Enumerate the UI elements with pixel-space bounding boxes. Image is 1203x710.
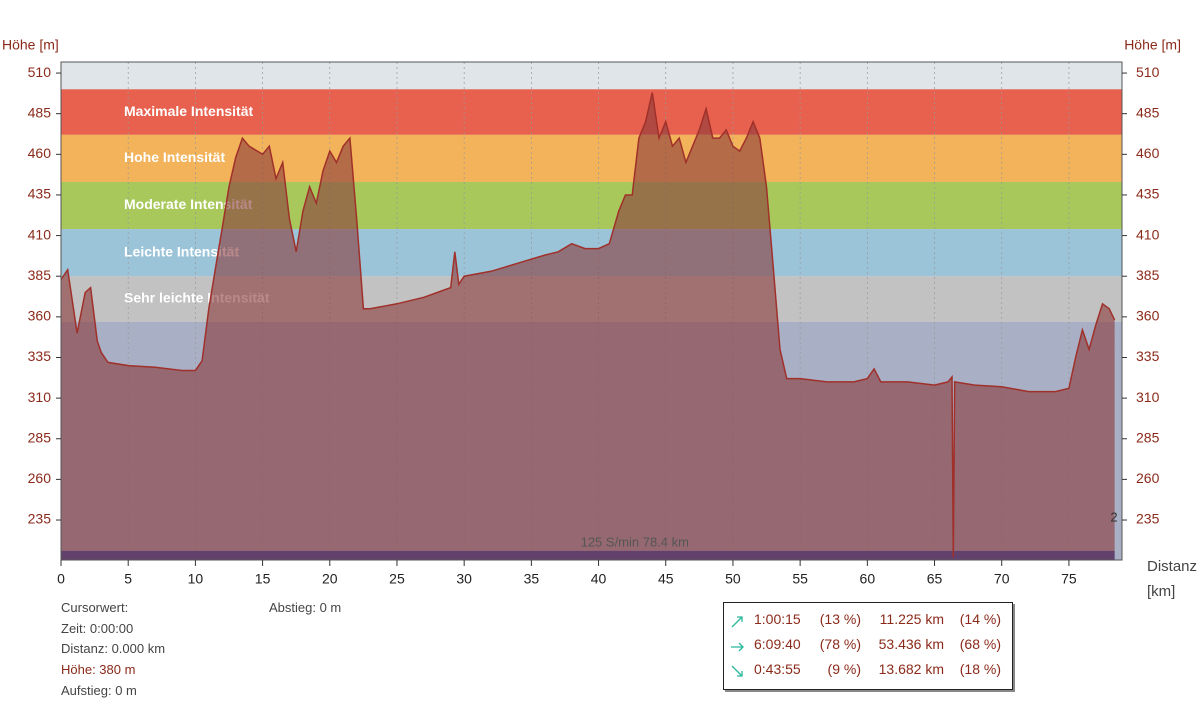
stats-cell: (68 %) xyxy=(959,636,1001,652)
x-tick-label: 55 xyxy=(792,571,808,587)
x-tick-label: 5 xyxy=(124,571,132,587)
marker-label: 2 xyxy=(1110,509,1117,524)
stats-cell: 6:09:40 xyxy=(754,636,801,652)
y-tick-label: 360 xyxy=(28,308,52,324)
stats-cell: 1:00:15 xyxy=(754,611,801,627)
y2-tick-label: 335 xyxy=(1136,348,1160,364)
x-tick-label: 50 xyxy=(725,571,741,587)
y-tick-label: 285 xyxy=(28,429,52,445)
chart: Höhe [m] Höhe [m] Distanz [km] Maximale … xyxy=(2,37,1197,600)
stats-cell: 11.225 km xyxy=(879,611,944,627)
zone-label: Hohe Intensität xyxy=(124,149,225,165)
plot-frame xyxy=(60,61,1123,561)
zone-label: Maximale Intensität xyxy=(124,103,253,119)
zone-label: Moderate Intensität xyxy=(124,196,253,212)
time: Zeit: 0:00:00 xyxy=(61,621,134,636)
x-tick-label: 45 xyxy=(658,571,674,587)
cursor-label: Cursorwert: xyxy=(61,600,129,615)
stats-cell: (13 %) xyxy=(819,611,861,627)
y-tick-label: 260 xyxy=(28,470,52,486)
y-tick-label: 485 xyxy=(28,104,52,120)
y2-tick-label: 260 xyxy=(1136,470,1160,486)
x-tick-label: 75 xyxy=(1061,571,1077,587)
height: Höhe: 380 m xyxy=(61,662,136,677)
y2-tick-label: 410 xyxy=(1136,226,1160,242)
y-tick-label: 310 xyxy=(28,389,52,405)
x-tick-label: 10 xyxy=(188,571,204,587)
x-tick-label: 0 xyxy=(57,571,65,587)
y2-tick-label: 385 xyxy=(1136,267,1160,283)
y-tick-label: 510 xyxy=(28,64,52,80)
zone-label: Leichte Intensität xyxy=(124,243,239,259)
stats-cell: 13.682 km xyxy=(878,661,944,677)
y2-tick-label: 285 xyxy=(1136,429,1160,445)
y-tick-label: 435 xyxy=(28,186,52,202)
elevation-line xyxy=(60,92,1116,558)
band-label: 125 S/min 78.4 km xyxy=(581,534,689,549)
y-axis-label: Höhe [m] xyxy=(2,37,59,53)
x-tick-label: 40 xyxy=(591,571,607,587)
y2-tick-label: 435 xyxy=(1136,186,1160,202)
x-tick-label: 70 xyxy=(994,571,1010,587)
y2-tick-label: 460 xyxy=(1136,145,1160,161)
stats-cell: (9 %) xyxy=(827,661,861,677)
y-tick-label: 460 xyxy=(28,145,52,161)
y2-tick-label: 235 xyxy=(1136,511,1160,527)
x-tick-label: 20 xyxy=(322,571,338,587)
zone xyxy=(61,89,1122,135)
x-tick-label: 60 xyxy=(860,571,876,587)
stats-cell: (78 %) xyxy=(819,636,861,652)
stats-cell: (18 %) xyxy=(959,661,1001,677)
y-tick-label: 235 xyxy=(28,511,52,527)
x-axis-unit: [km] xyxy=(1147,583,1175,600)
x-tick-label: 35 xyxy=(524,571,540,587)
stats-icons xyxy=(731,616,744,677)
stats-box: 1:00:15 (13 %) 11.225 km (14 %) 6:09:40 (78 %… xyxy=(723,602,1013,690)
y2-tick-label: 310 xyxy=(1136,389,1160,405)
stats-cell: 53.436 km xyxy=(878,636,944,652)
x-tick-label: 30 xyxy=(456,571,472,587)
y2-axis-label: Höhe [m] xyxy=(1124,37,1181,53)
stats-cell: 0:43:55 xyxy=(754,661,801,677)
elevation-area xyxy=(61,92,1115,560)
y-tick-label: 335 xyxy=(28,348,52,364)
ascent: Aufstieg: 0 m xyxy=(61,683,137,698)
y2-tick-label: 485 xyxy=(1136,104,1160,120)
distance: Distanz: 0.000 km xyxy=(61,641,166,656)
y-tick-label: 410 xyxy=(28,226,52,242)
x-axis-label: Distanz xyxy=(1147,558,1197,575)
y2-tick-label: 510 xyxy=(1136,64,1160,80)
y2-tick-label: 360 xyxy=(1136,308,1160,324)
stats-cell: (14 %) xyxy=(959,611,1001,627)
x-tick-label: 15 xyxy=(255,571,271,587)
x-tick-label: 65 xyxy=(927,571,943,587)
x-tick-label: 25 xyxy=(389,571,405,587)
y-tick-label: 385 xyxy=(28,267,52,283)
descent: Abstieg: 0 m xyxy=(269,600,342,615)
